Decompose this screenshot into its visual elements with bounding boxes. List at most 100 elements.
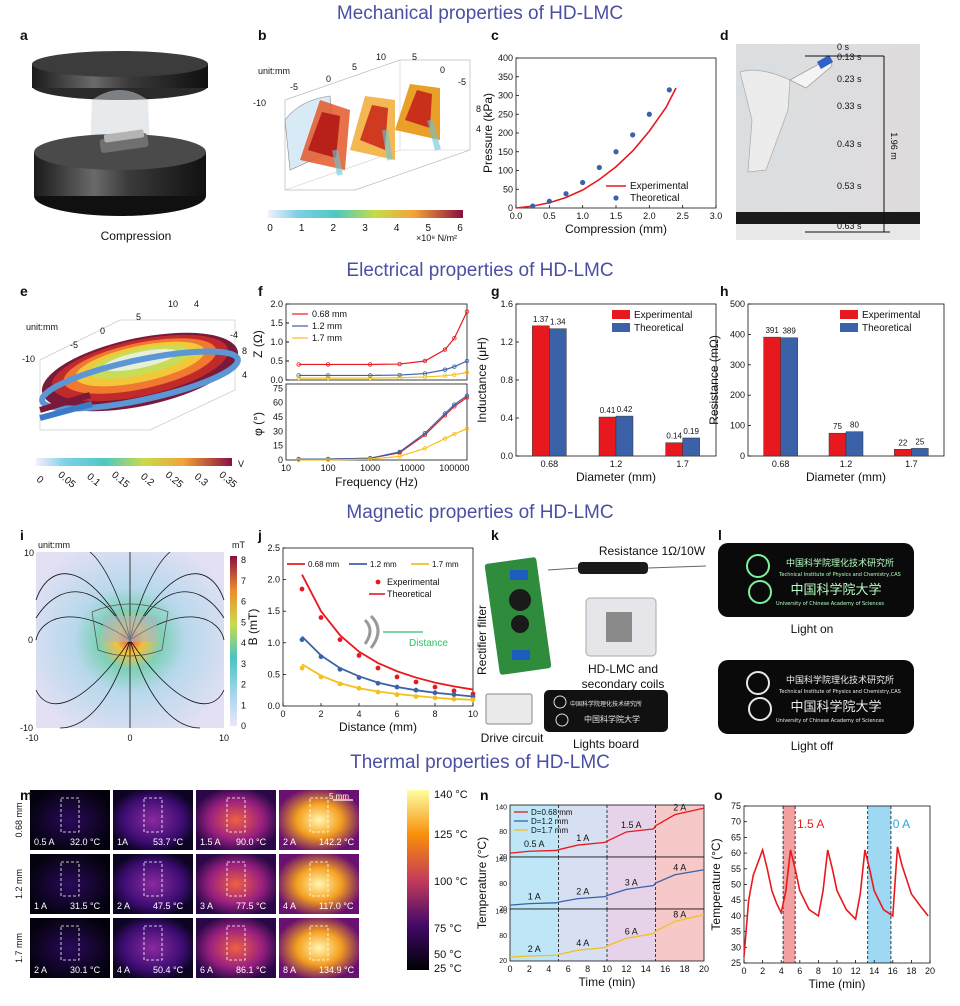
phi-marker (397, 454, 402, 459)
temperature-label: 32.0 °C (70, 837, 101, 847)
panel-e-tick: 8 (242, 346, 247, 356)
experimental-point (451, 688, 457, 694)
x-tick-label: 1000 (360, 463, 380, 473)
x-tick-label: 1.7 (676, 459, 689, 469)
bar (763, 336, 781, 457)
y-tick-label: 140 (495, 856, 507, 863)
legend-label: 1.2 mm (312, 321, 342, 331)
x-tick-label: 0.68 (772, 459, 790, 469)
x-tick-label: 4 (546, 964, 551, 974)
phi-marker (442, 411, 448, 416)
panel-k-logo-text: 中国科学院理化技术研究所 (570, 700, 642, 708)
time-label: 0.53 s (837, 181, 862, 191)
background-band (655, 909, 704, 961)
experimental-point (432, 684, 438, 690)
coil-outline (226, 861, 246, 897)
panel-b-tick: 5 (412, 52, 417, 62)
panel-d-height: 1.96 m (889, 132, 899, 160)
y-tick-label: 30 (731, 942, 741, 952)
current-label: 4 A (283, 901, 296, 911)
chart-o-temperature-cycles: 0 2 4 6 8 10 12 14 16 18 20 25 30 35 40 45 50 55 60 65 70 75 T… (709, 801, 935, 991)
y-tick-label: 0 (740, 451, 745, 461)
experimental-point (470, 697, 476, 703)
legend-swatch (612, 323, 630, 332)
z-marker (325, 362, 331, 367)
bar-value-label: 0.42 (617, 405, 633, 414)
experimental-point (413, 679, 419, 685)
x-tick-label: 8 (432, 709, 437, 719)
panel-b-tick: -10 (253, 98, 266, 108)
panel-b-stress-simulation (284, 59, 471, 191)
coil-outline (143, 925, 163, 961)
y-tick-label: 400 (498, 53, 513, 63)
y-tick-label: 0.0 (270, 375, 283, 385)
x-tick-label: 14 (641, 964, 651, 974)
y-axis-label: Resistance (mΩ) (707, 335, 721, 425)
y-tick-label: 200 (498, 128, 513, 138)
panel-k-rectifier-label: Rectifier filter (475, 605, 489, 675)
phi-marker (296, 457, 301, 463)
time-label: 0.33 s (837, 101, 862, 111)
coil-outline (226, 797, 246, 833)
legend-label: 1.7 mm (432, 560, 459, 569)
experimental-point (318, 674, 324, 680)
panel-e-unit: unit:mm (26, 322, 58, 332)
colorbar-tick: 1 (299, 223, 305, 234)
y-tick-label: 1.6 (500, 299, 513, 309)
y-tick-label: 300 (498, 91, 513, 101)
z-marker (452, 364, 457, 369)
y-tick-label: 0.4 (500, 413, 513, 423)
x-axis-label: Distance (mm) (339, 720, 417, 734)
y-tick-label: 35 (731, 927, 741, 937)
experimental-point (337, 681, 343, 687)
panel-i-unit: unit:mm (38, 540, 70, 550)
thermal-image (279, 854, 359, 914)
legend-swatch (840, 323, 858, 332)
y-tick-label: 50 (731, 880, 741, 890)
phi-marker (397, 449, 402, 455)
bar-value-label: 389 (782, 327, 796, 336)
z-marker (367, 373, 373, 378)
current-label: 1.5 A (621, 820, 642, 830)
z-marker (296, 373, 301, 378)
bar-value-label: 1.37 (533, 315, 549, 324)
panel-l-on-logo-text: University of Chinese Academy of Science… (776, 601, 884, 607)
experimental-point (413, 694, 419, 699)
panel-l-off-logo-text: 中国科学院大学 (790, 699, 881, 715)
panel-label-d: d (720, 27, 729, 43)
legend-label: Experimental (630, 181, 688, 192)
time-label: 0.13 s (837, 52, 862, 62)
y-tick-label: 80 (499, 829, 507, 836)
z-marker (422, 374, 428, 380)
z-marker (397, 361, 402, 367)
x-tick-label: 100 (321, 463, 336, 473)
z-marker (296, 362, 301, 367)
panel-label-o: o (714, 787, 723, 803)
current-label: 6 A (200, 965, 213, 975)
bar (911, 448, 929, 457)
theoretical-point (613, 149, 619, 155)
x-tick-label: 2 (527, 964, 532, 974)
y-tick-label: 25 (731, 958, 741, 968)
y-tick-label: 140 (495, 908, 507, 915)
panel-label-b: b (258, 27, 267, 43)
x-tick-label: 0.5 (543, 211, 556, 221)
coil-outline (60, 797, 80, 833)
experimental-point (318, 654, 324, 660)
y-axis-label: Temperature (°C) (709, 838, 723, 930)
bar (532, 325, 550, 457)
x-tick-label: 0 (741, 966, 746, 976)
legend-label: Theoretical (387, 589, 432, 599)
z-marker (442, 367, 448, 372)
x-tick-label: 14 (869, 966, 879, 976)
current-annotation: 0 A (893, 817, 910, 831)
phi-marker (442, 436, 448, 441)
colorbar-tick: 0.05 (55, 470, 77, 491)
x-axis-label: Frequency (Hz) (335, 475, 418, 489)
bar-value-label: 22 (898, 438, 907, 447)
y-axis-label: Pressure (kPa) (481, 93, 495, 173)
panel-i-ytick: 0 (28, 635, 33, 645)
panel-l-on-logo-text: Technical Institute of Physics and Chemi… (778, 572, 901, 578)
theoretical-point (580, 179, 586, 186)
cooling-band (867, 806, 891, 963)
